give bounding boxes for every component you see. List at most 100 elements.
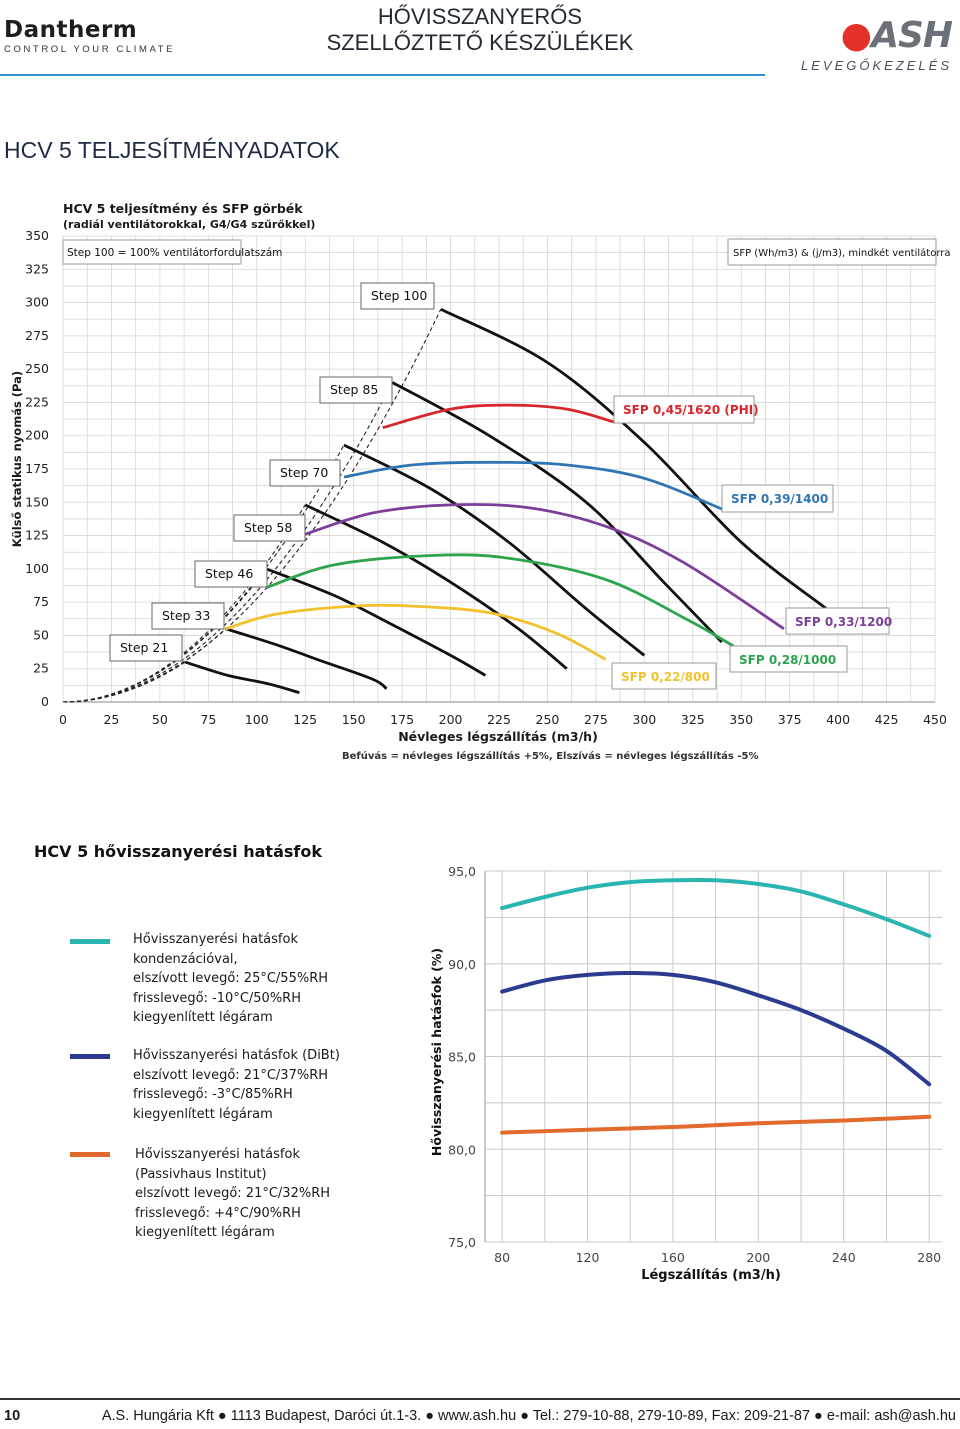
title-line-1: HŐVISSZANYERŐS <box>377 4 583 29</box>
x-tick-label: 125 <box>293 712 317 727</box>
x-tick-label: 240 <box>832 1250 856 1265</box>
sfp-label: SFP 0,39/1400 <box>731 492 828 506</box>
legend-line: kiegyenlített légáram <box>133 1106 273 1122</box>
efficiency-series-line <box>500 970 932 1087</box>
footer-divider <box>0 1398 960 1400</box>
step-label-box <box>269 459 341 487</box>
legend-line: Hővisszanyerési hatásfok (DiBt) <box>133 1048 340 1063</box>
y-tick-label: 175 <box>25 461 49 476</box>
step-curve <box>225 627 388 690</box>
legend-line: Hővisszanyerési hatásfok <box>135 1147 300 1162</box>
system-curve-dashed <box>62 568 267 703</box>
y-tick-label: 75 <box>33 594 49 609</box>
performance-chart: 0 25 50 75 100 125 150 175 200 225 250 275 300 325 350… <box>10 201 951 762</box>
step-label-box <box>360 282 435 310</box>
sfp-label-box <box>785 607 890 635</box>
legend-text-dibt: Hővisszanyerési hatásfok (DiBt) elszívot… <box>133 1046 340 1124</box>
step-label-box <box>151 602 225 630</box>
step-label: Step 21 <box>120 640 168 655</box>
y-tick-label: 95,0 <box>448 864 476 879</box>
y-tick-label: 25 <box>33 661 49 676</box>
x-tick-label: 300 <box>632 712 656 727</box>
sfp-label-box <box>611 662 717 690</box>
x-tick-label: 425 <box>875 712 899 727</box>
header-divider <box>0 74 765 76</box>
step-label: Step 100 <box>371 288 427 303</box>
step-curve <box>184 660 300 695</box>
legend-line: frisslevegő: +4°C/90%RH <box>135 1205 301 1221</box>
sfp-curve <box>304 503 785 630</box>
y-tick-label: 0 <box>41 694 49 709</box>
step-label: Step 33 <box>162 608 210 623</box>
sfp-curve <box>382 403 616 430</box>
x-tick-label: 225 <box>487 712 511 727</box>
x-axis-title: Névleges légszállítás (m3/h) <box>398 729 598 744</box>
step-label-box <box>233 514 306 542</box>
x-tick-label: 160 <box>661 1250 685 1265</box>
sfp-curve <box>266 553 735 648</box>
x-tick-label: 450 <box>923 712 947 727</box>
sfp-label: SFP 0,28/1000 <box>739 653 836 667</box>
step-curve <box>343 443 646 657</box>
y-tick-label: 250 <box>25 361 49 376</box>
y-tick-label: 325 <box>25 261 49 276</box>
ash-logo-mark: ●ASH <box>840 15 953 56</box>
sfp-label-box <box>721 484 834 513</box>
efficiency-series-line <box>500 1114 932 1135</box>
sfp-curve <box>343 460 723 511</box>
page-number: 10 <box>4 1408 21 1424</box>
y-tick-label: 350 <box>25 228 49 243</box>
legend-line: kondenzációval, <box>133 951 238 967</box>
x-tick-label: 200 <box>439 712 463 727</box>
x-tick-label: 325 <box>681 712 705 727</box>
y-tick-label: 85,0 <box>448 1050 476 1065</box>
step-label: Step 70 <box>280 465 328 480</box>
x-tick-label: 150 <box>342 712 366 727</box>
brand-name: Dantherm <box>4 17 138 43</box>
y-tick-label: 80,0 <box>448 1142 476 1157</box>
step-curve <box>265 567 487 677</box>
document-title: HŐVISSZANYERŐS SZELLŐZTETŐ KÉSZÜLÉKEK <box>200 4 760 56</box>
y-axis-title: Külső statikus nyomás (Pa) <box>10 371 24 547</box>
y-tick-label: 125 <box>25 528 49 543</box>
y-tick-label: 75,0 <box>448 1235 476 1250</box>
x-axis-title: Légszállítás (m3/h) <box>641 1268 781 1283</box>
step-label: Step 46 <box>205 566 253 581</box>
x-tick-label: 100 <box>245 712 269 727</box>
x-tick-label: 80 <box>494 1250 510 1265</box>
step-label-box <box>194 560 268 588</box>
legend-text-passivhaus: Hővisszanyerési hatásfok (Passivhaus Ins… <box>135 1145 330 1243</box>
legend-line: elszívott levegő: 21°C/32%RH <box>135 1186 331 1201</box>
x-tick-label: 400 <box>826 712 850 727</box>
x-tick-label: 50 <box>152 712 168 727</box>
x-tick-label: 75 <box>200 712 216 727</box>
sfp-label: SFP 0,33/1200 <box>795 615 892 629</box>
legend-line: (Passivhaus Institut) <box>135 1166 267 1182</box>
chart-footnote: Befúvás = névleges légszállítás +5%, Els… <box>342 750 759 762</box>
footer-address: A.S. Hungária Kft ● 1113 Budapest, Daróc… <box>101 1408 956 1424</box>
x-tick-label: 280 <box>917 1250 941 1265</box>
legend-line: kiegyenlített légáram <box>133 1010 273 1025</box>
step-label: Step 58 <box>244 520 292 535</box>
efficiency-chart: HCV 5 hővisszanyerési hatásfok 75,0 80,0 85… <box>34 842 942 1283</box>
y-tick-label: 90,0 <box>448 957 476 972</box>
note-step: Step 100 = 100% ventilátorfordulatszám <box>67 247 282 259</box>
legend-line: kiegyenlített légáram <box>135 1225 275 1240</box>
y-tick-label: 300 <box>25 295 49 310</box>
x-tick-label: 275 <box>584 712 608 727</box>
chart-subtitle: (radiál ventilátorokkal, G4/G4 szűrőkkel… <box>63 218 315 231</box>
sfp-label-box <box>729 645 848 673</box>
legend-swatch-dibt <box>70 1054 110 1059</box>
dantherm-logo: Dantherm CONTROL YOUR CLIMATE <box>4 18 175 55</box>
ash-logo-text: ASH <box>871 15 953 56</box>
x-tick-label: 350 <box>729 712 753 727</box>
x-tick-label: 250 <box>536 712 560 727</box>
legend-text-condensation: Hővisszanyerési hatásfok kondenzációval,… <box>133 930 328 1028</box>
step-label: Step 85 <box>330 382 378 397</box>
ash-logo: ●ASH LEVEGŐKEZELÉS <box>801 15 953 74</box>
sfp-label: SFP 0,22/800 <box>621 670 710 684</box>
chart-title: HCV 5 teljesítmény és SFP görbék <box>63 201 303 216</box>
y-axis-title: Hővisszanyerési hatásfok (%) <box>429 948 444 1156</box>
note-sfp: SFP (Wh/m3) & (j/m3), mindkét ventilátor… <box>733 247 951 259</box>
